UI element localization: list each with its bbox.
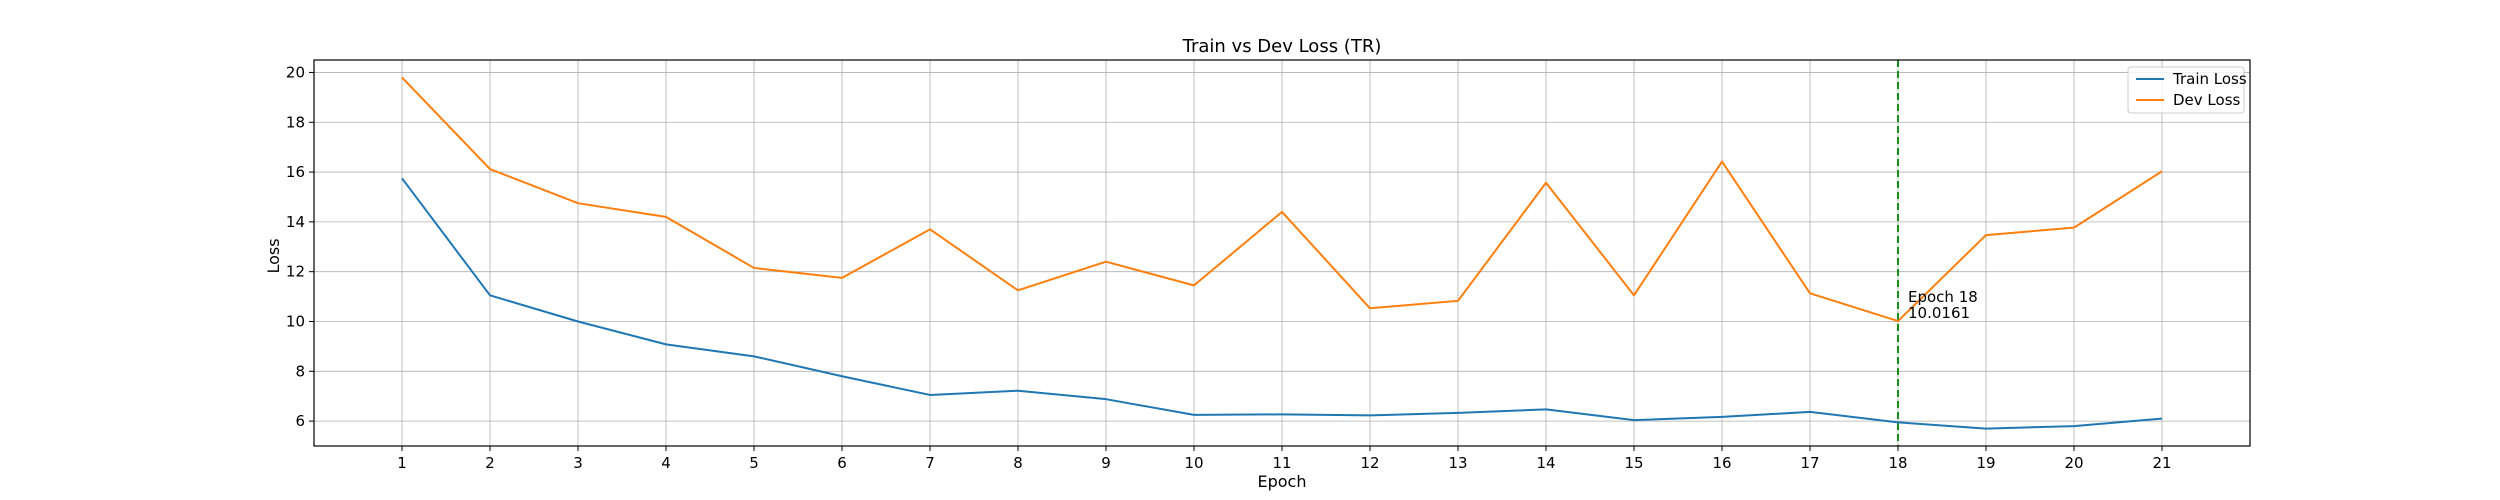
x-tick-label: 8 <box>1013 454 1023 472</box>
x-tick-label: 18 <box>1888 454 1907 472</box>
x-tick-label: 16 <box>1712 454 1731 472</box>
x-tick-label: 4 <box>661 454 671 472</box>
annotation-value-text: 10.0161 <box>1908 304 1970 322</box>
x-tick-label: 11 <box>1272 454 1291 472</box>
grid <box>314 60 2250 446</box>
x-axis-label: Epoch <box>1258 472 1307 491</box>
y-tick-label: 8 <box>295 362 305 380</box>
x-tick-label: 12 <box>1360 454 1379 472</box>
y-tick-label: 18 <box>286 113 305 131</box>
y-axis-ticks: 6 8 10 12 14 16 18 20 <box>286 63 314 430</box>
legend-label-dev-loss: Dev Loss <box>2173 91 2241 109</box>
series-line-dev-loss <box>401 76 2163 323</box>
chart-title: Train vs Dev Loss (TR) <box>1182 36 1382 57</box>
series-line-train-loss <box>401 177 2163 430</box>
x-tick-label: 10 <box>1184 454 1203 472</box>
y-axis-label: Loss <box>264 238 283 273</box>
x-tick-label: 2 <box>485 454 495 472</box>
x-tick-label: 13 <box>1448 454 1467 472</box>
y-tick-label: 14 <box>286 213 305 231</box>
y-tick-label: 10 <box>286 312 305 330</box>
x-tick-label: 6 <box>837 454 847 472</box>
x-tick-label: 19 <box>1976 454 1995 472</box>
best-epoch-annotation: Epoch 18 10.0161 <box>1908 288 1978 322</box>
x-tick-label: 17 <box>1800 454 1819 472</box>
annotation-epoch-text: Epoch 18 <box>1908 288 1978 306</box>
y-tick-label: 12 <box>286 263 305 281</box>
y-tick-label: 20 <box>286 63 305 81</box>
x-tick-label: 7 <box>925 454 935 472</box>
x-tick-label: 15 <box>1624 454 1643 472</box>
x-tick-label: 14 <box>1536 454 1555 472</box>
y-tick-label: 16 <box>286 163 305 181</box>
x-tick-label: 5 <box>749 454 759 472</box>
y-tick-label: 6 <box>295 412 305 430</box>
x-tick-label: 1 <box>397 454 407 472</box>
legend-label-train-loss: Train Loss <box>2172 70 2247 88</box>
x-axis-ticks: 1 2 3 4 5 6 7 8 9 10 11 12 13 14 15 16 17 18 19 20 21 <box>397 446 2172 472</box>
x-tick-label: 9 <box>1101 454 1111 472</box>
x-tick-label: 3 <box>573 454 583 472</box>
legend: Train Loss Dev Loss <box>2127 66 2247 114</box>
x-tick-label: 21 <box>2152 454 2171 472</box>
x-tick-label: 20 <box>2064 454 2083 472</box>
series-layer <box>401 76 2163 430</box>
